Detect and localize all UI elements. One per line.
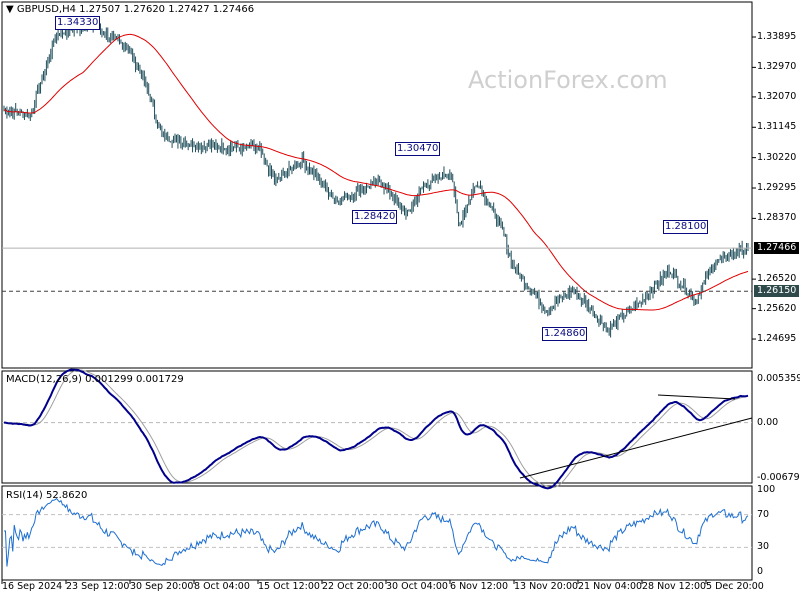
rsi-tick-label: 70 [757, 508, 770, 520]
price-tick-label: 1.24695 [757, 333, 797, 345]
rsi-tick-label: 0 [757, 566, 764, 577]
swing-price-label: 1.28420 [352, 209, 398, 224]
time-tick-label: 28 Nov 12:00 [642, 581, 707, 592]
swing-price-label: 1.30470 [395, 142, 441, 157]
macd-line [3, 368, 749, 490]
macd-panel [1, 370, 753, 484]
time-tick-label: 5 Dec 20:00 [706, 581, 764, 592]
time-tick-label: 6 Nov 12:00 [450, 581, 509, 592]
price-tick-label: 1.32970 [757, 61, 797, 73]
macd-signal-line [3, 369, 749, 488]
time-tick-label: 30 Sep 20:00 [130, 581, 194, 592]
time-tick-label: 30 Oct 04:00 [386, 581, 448, 592]
price-tick-label: 1.28370 [757, 212, 797, 224]
time-tick-label: 15 Oct 12:00 [258, 581, 320, 592]
time-tick-label: 13 Nov 20:00 [514, 581, 579, 592]
rsi-title: RSI(14) 52.8620 [6, 490, 88, 501]
price-tick-label: 1.25620 [757, 302, 797, 314]
price-tick-label: 1.30220 [757, 151, 797, 163]
watermark: ActionForex.com [468, 66, 668, 94]
time-tick-label: 22 Oct 20:00 [322, 581, 384, 592]
collapse-triangle-icon[interactable]: ▼ [6, 4, 14, 15]
level-price-tag: 1.26150 [754, 285, 800, 298]
time-tick-label: 8 Oct 04:00 [194, 581, 250, 592]
macd-tick-label: -0.006798 [757, 472, 800, 483]
price-panel [1, 1, 753, 369]
swing-price-label: 1.34330 [55, 15, 101, 30]
swing-price-label: 1.24860 [542, 326, 588, 341]
price-tick-label: 1.32070 [757, 90, 797, 102]
rsi-tick-label: 100 [757, 484, 776, 495]
rsi-tick-label: 30 [757, 541, 770, 553]
macd-trendline [519, 417, 753, 479]
price-tick-label: 1.29295 [757, 182, 797, 194]
price-tick-label: 1.33895 [757, 31, 797, 42]
macd-tick-label: 0.005359 [757, 373, 800, 384]
swing-price-label: 1.28100 [663, 220, 709, 235]
symbol-label: GBPUSD,H4 [16, 4, 76, 15]
macd-title: MACD(12,26,9) 0.001299 0.001729 [6, 374, 184, 385]
rsi-line [4, 497, 749, 567]
rsi-panel [1, 485, 753, 581]
moving-average-line [3, 33, 749, 311]
price-tick-label: 1.31145 [757, 121, 797, 133]
time-tick-label: 21 Nov 04:00 [578, 581, 643, 592]
price-tick-label: 1.26520 [757, 273, 797, 285]
macd-tick-label: 0.00 [757, 416, 779, 428]
time-tick-label: 23 Sep 12:00 [66, 581, 130, 592]
last-price-tag: 1.27466 [754, 242, 800, 255]
time-tick-label: 16 Sep 2024 [2, 581, 63, 592]
ohlc-values: 1.27507 1.27620 1.27427 1.27466 [79, 4, 255, 15]
macd-trendline [657, 394, 736, 400]
chart-header: ▼ GBPUSD,H4 1.27507 1.27620 1.27427 1.27… [6, 4, 254, 15]
